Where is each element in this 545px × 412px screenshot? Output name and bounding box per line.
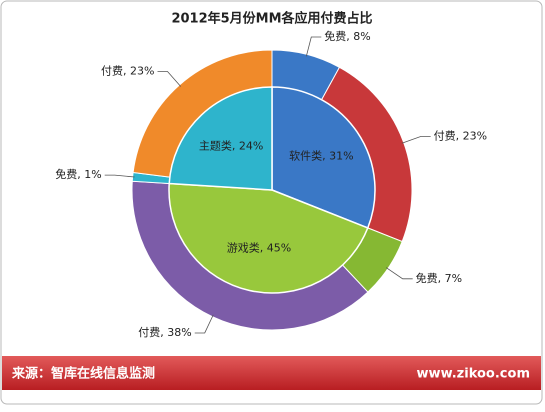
leader-line bbox=[157, 71, 182, 87]
outer-label: 免费, 7% bbox=[416, 271, 462, 285]
inner-label: 软件类, 31% bbox=[289, 148, 353, 162]
footer-source: 来源：智库在线信息监测 bbox=[11, 366, 155, 382]
inner-slice bbox=[271, 86, 376, 229]
outer-label: 付费, 38% bbox=[138, 326, 191, 339]
outer-label: 免费, 1% bbox=[55, 167, 101, 181]
leader-line bbox=[305, 36, 322, 57]
footer-bar bbox=[2, 356, 541, 390]
leader-line bbox=[385, 267, 413, 280]
inner-slice bbox=[168, 86, 273, 191]
leader-line bbox=[401, 136, 431, 144]
outer-label: 免费, 8% bbox=[324, 29, 370, 43]
inner-label: 主题类, 24% bbox=[199, 138, 263, 152]
inner-slice bbox=[168, 182, 369, 294]
chart-title: 2012年5月份MM各应用付费占比 bbox=[171, 11, 372, 27]
inner-label: 游戏类, 45% bbox=[227, 240, 291, 254]
outer-label: 付费, 23% bbox=[434, 129, 487, 142]
outer-label: 付费, 23% bbox=[101, 64, 154, 77]
leader-line bbox=[194, 314, 214, 334]
footer-site: www.zikoo.com bbox=[417, 367, 530, 382]
leader-line bbox=[104, 174, 135, 178]
